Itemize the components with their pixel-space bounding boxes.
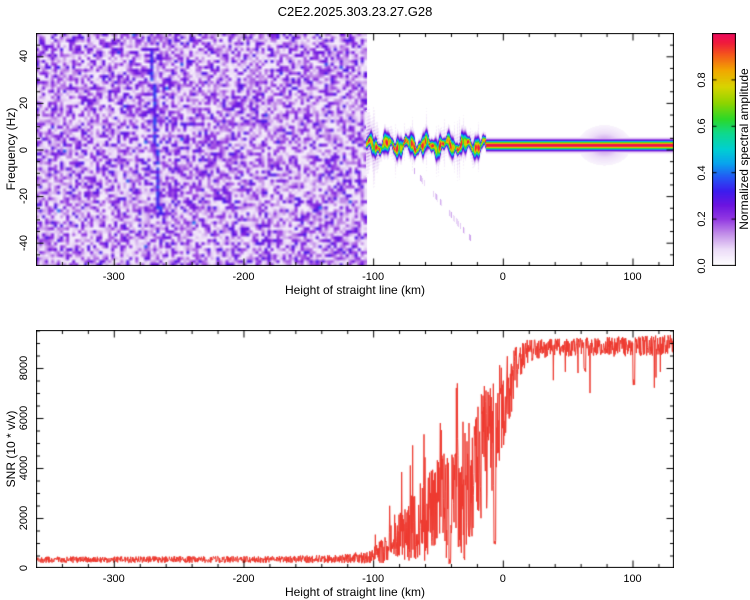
snr-y-tick-label: 2000 (18, 505, 30, 531)
snr-x-axis-title: Height of straight line (km) (284, 585, 426, 599)
snr-y-tick-label: 0 (18, 564, 30, 572)
spectrogram-y-tick-label: 40 (18, 50, 30, 63)
colorbar-tick-label: 0.0 (696, 258, 708, 274)
snr-y-tick-label: 8000 (18, 355, 30, 381)
snr-x-tick-label: 0 (499, 573, 506, 585)
spectrogram-y-axis-title: Frequency (Hz) (4, 107, 18, 191)
spectrogram-y-tick-label: -40 (18, 234, 30, 251)
snr-x-tick-label: -300 (102, 573, 125, 585)
colorbar-tick-label: 0.6 (696, 118, 708, 134)
snr-x-tick-label: 100 (623, 573, 642, 585)
spectrogram-plot (36, 33, 674, 266)
snr-x-tick-label: -100 (362, 573, 385, 585)
snr-y-axis-title: SNR (10 * v/v) (4, 410, 18, 488)
spectrogram-x-tick-label: -300 (102, 271, 125, 283)
colorbar-tick-label: 0.8 (696, 71, 708, 88)
snr-y-tick-label: 4000 (18, 455, 30, 481)
colorbar-tick-label: 0.2 (696, 211, 708, 228)
snr-plot (36, 330, 674, 568)
spectrogram-x-tick-label: -200 (232, 271, 255, 283)
spectrogram-y-tick-label: 0 (18, 146, 30, 153)
colorbar-tick-label: 0.4 (696, 165, 708, 181)
snr-x-tick-label: -200 (232, 573, 255, 585)
colorbar (712, 33, 736, 266)
spectrogram-x-tick-label: 100 (623, 271, 642, 283)
snr-y-tick-label: 6000 (18, 405, 30, 431)
page-title: C2E2.2025.303.23.27.G28 (277, 4, 433, 19)
spectrogram-x-tick-label: 0 (499, 271, 506, 283)
spectrogram-x-tick-label: -100 (362, 271, 385, 283)
colorbar-title: Normalized spectral amplitude (737, 68, 750, 230)
spectrogram-y-tick-label: -20 (18, 188, 30, 205)
spectrogram-x-axis-title: Height of straight line (km) (284, 283, 426, 297)
spectrogram-y-tick-label: 20 (18, 96, 30, 110)
